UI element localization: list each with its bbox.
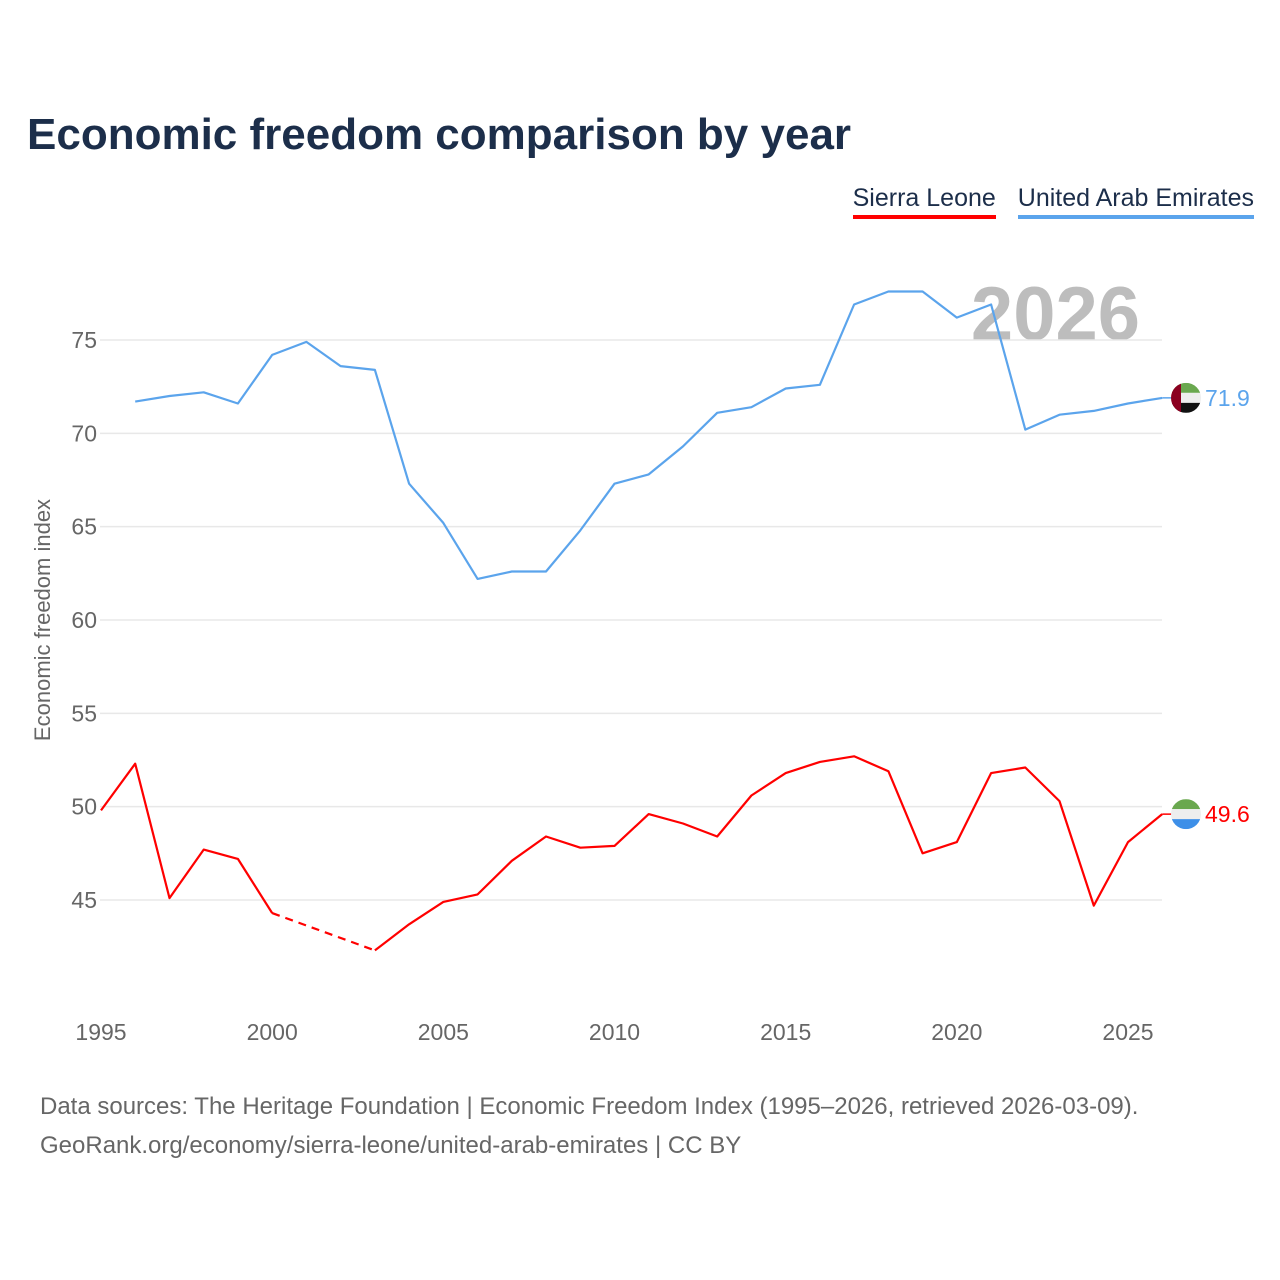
- legend: Sierra Leone United Arab Emirates: [852, 184, 1254, 219]
- flag-stripe: [1171, 382, 1201, 393]
- sources-line-1: Data sources: The Heritage Foundation | …: [40, 1093, 1139, 1120]
- sierra-leone-flag-icon: [1171, 799, 1201, 830]
- flag-stripes: [1171, 382, 1201, 413]
- series-line-uae: [135, 290, 1163, 581]
- sources-line-2[interactable]: GeoRank.org/economy/sierra-leone/united-…: [40, 1132, 742, 1159]
- y-tick-label: 45: [71, 887, 97, 913]
- y-tick-label: 65: [71, 514, 97, 540]
- y-tick-label: 75: [71, 327, 97, 353]
- y-tick-label: 50: [71, 794, 97, 820]
- x-tick-label: 1995: [75, 1019, 126, 1045]
- flag-stripe: [1171, 799, 1201, 810]
- x-tick-label: 2025: [1102, 1019, 1153, 1045]
- x-tick-label: 2005: [418, 1019, 469, 1045]
- x-tick-label: 2015: [760, 1019, 811, 1045]
- data-sources: Data sources: The Heritage Foundation | …: [40, 1087, 1138, 1165]
- flag-stripe: [1171, 382, 1181, 413]
- legend-sierra-leone[interactable]: Sierra Leone: [852, 184, 996, 219]
- y-axis-label: Economic freedom index: [30, 499, 55, 741]
- series-gap-dashed: [271, 912, 376, 952]
- chart-title: Economic freedom comparison by year: [27, 110, 852, 159]
- line-chart: 2026 45 50 55 60 65 70 75 1995 2000 2005 2010 2015 2…: [30, 272, 1250, 1045]
- y-tick-label: 55: [71, 700, 97, 726]
- flag-stripe: [1171, 819, 1201, 830]
- flag-stripes: [1171, 799, 1201, 830]
- series-line-sierra-leone: [100, 762, 274, 914]
- year-watermark: 2026: [971, 272, 1140, 357]
- x-tick-label: 2010: [589, 1019, 640, 1045]
- series-line-sierra-leone: [374, 755, 1163, 952]
- flag-stripe: [1171, 392, 1201, 403]
- uae-flag-icon: [1171, 382, 1201, 413]
- end-value-label: 71.9: [1205, 385, 1250, 411]
- y-tick-label: 60: [71, 607, 97, 633]
- end-value-label: 49.6: [1205, 801, 1250, 827]
- y-tick-label: 70: [71, 420, 97, 446]
- x-tick-label: 2020: [931, 1019, 982, 1045]
- x-tick-label: 2000: [247, 1019, 298, 1045]
- legend-uae[interactable]: United Arab Emirates: [1017, 184, 1254, 219]
- flag-stripe: [1171, 402, 1201, 413]
- flag-stripe: [1171, 809, 1201, 820]
